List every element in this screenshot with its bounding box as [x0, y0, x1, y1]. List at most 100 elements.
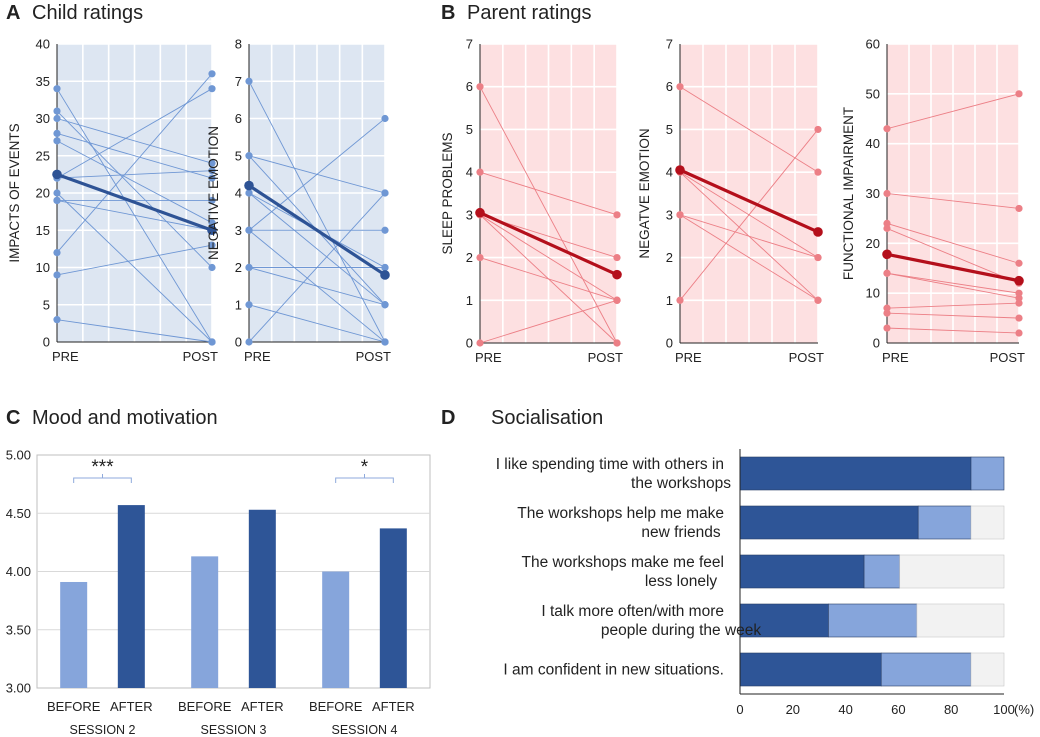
mean-line	[886, 252, 1020, 283]
bar-segment-light	[828, 603, 918, 638]
panel-b-letter: B	[441, 2, 455, 24]
y-tick-label: 7	[466, 37, 473, 52]
pre-point	[245, 263, 253, 272]
individual-line	[56, 319, 213, 343]
y-tick-label: 7	[666, 37, 673, 52]
pre-point	[53, 249, 61, 257]
y-tick-label: 5	[666, 122, 673, 137]
y-tick-label: 0	[873, 336, 880, 351]
individual-line	[886, 272, 1020, 294]
bar-segment-dark	[739, 505, 919, 540]
individual-line	[679, 129, 819, 301]
panel-c-letter: C	[6, 407, 20, 429]
pre-point	[476, 168, 484, 176]
post-point	[208, 70, 216, 78]
mean-pre-point	[882, 249, 892, 260]
bar-label-after: AFTER	[110, 699, 153, 714]
panel-a-title: Child ratings	[32, 2, 143, 24]
sleep-problems-chart: 0 1 2 3 4 5 6 7 PRE POST SLEEP PROBLEMS	[440, 37, 623, 366]
category-label-line: the workshops	[631, 475, 731, 492]
x-tick-label: 60	[891, 702, 905, 717]
category-label-line: less lonely	[645, 573, 718, 590]
bar-segment-dark	[739, 456, 972, 491]
post-point	[381, 226, 389, 234]
bar-after	[379, 528, 407, 688]
pre-point	[245, 77, 253, 85]
individual-line	[56, 118, 213, 164]
bar-before	[322, 571, 350, 688]
mean-pre-point	[244, 180, 254, 191]
y-tick-label: 0	[43, 335, 50, 350]
post-point	[613, 253, 621, 262]
impacts-of-events-chart: 0 5 10 15 20 25 30 35 40 PRE POST IMPACTS OF EVENTS	[7, 37, 218, 365]
mean-line	[679, 168, 819, 234]
session-label: SESSION 2	[70, 723, 136, 737]
individual-line	[248, 267, 386, 306]
post-point	[381, 301, 389, 309]
post-point	[1015, 289, 1023, 297]
y-tick-label: 40	[36, 37, 50, 52]
bar-label-after: AFTER	[241, 699, 284, 714]
individual-line	[886, 272, 1020, 299]
post-point	[208, 241, 216, 249]
y-tick-label: 3.00	[6, 681, 31, 696]
y-tick-label: 3	[466, 207, 473, 222]
post-point	[208, 196, 216, 205]
bar-label-before: BEFORE	[178, 699, 232, 714]
y-tick-label: 6	[235, 111, 242, 126]
individual-line	[479, 86, 618, 344]
individual-line	[479, 299, 618, 344]
x-tick-label: 20	[786, 702, 800, 717]
bar-segment-dark	[739, 652, 882, 687]
category-label-line: people during the week	[601, 622, 762, 639]
category-label-line: The workshops help me make	[517, 505, 724, 522]
post-point	[1015, 329, 1023, 337]
pre-point	[883, 304, 891, 312]
y-tick-label: 4	[666, 165, 673, 180]
individual-line	[479, 214, 618, 301]
pre-point	[245, 301, 253, 309]
y-axis-label: SLEEP PROBLEMS	[440, 132, 455, 254]
bar-label-before: BEFORE	[47, 699, 101, 714]
bar-segment-grey	[970, 505, 1005, 540]
y-tick-label: 4.00	[6, 564, 31, 579]
individual-line	[679, 214, 819, 259]
mean-pre-point	[52, 169, 62, 180]
bar-segment-grey	[916, 603, 1005, 638]
bar-segment-grey	[899, 554, 1005, 589]
panel-d-title: Socialisation	[491, 407, 603, 429]
y-tick-label: 3	[666, 207, 673, 222]
post-point	[1015, 294, 1023, 302]
pre-point	[245, 226, 253, 234]
individual-line	[886, 193, 1020, 209]
x-tick-label: POST	[789, 350, 824, 365]
post-point	[1015, 299, 1023, 307]
child-negative-emotion-chart: 0 1 2 3 4 5 6 7 8 PRE POST NEGATIVE EMOTION	[206, 37, 391, 365]
post-point	[1015, 204, 1023, 213]
functional-impairment-chart: 0 10 20 30 40 50 60 PRE POST FUNCTIONAL IMPAIRMEN…	[841, 37, 1025, 366]
pre-point	[53, 196, 61, 205]
individual-line	[886, 227, 1020, 284]
y-axis-label: FUNCTIONAL IMPAIRMENT	[841, 107, 856, 280]
y-tick-label: 35	[36, 74, 50, 89]
y-tick-label: 6	[666, 79, 673, 94]
y-tick-label: 1	[466, 293, 473, 308]
y-tick-label: 4.50	[6, 506, 31, 521]
mean-line	[56, 172, 213, 232]
individual-line	[56, 244, 213, 276]
bar-segment-dark	[739, 554, 865, 589]
individual-line	[479, 257, 618, 301]
x-tick-label: 100	[993, 702, 1015, 717]
pre-point	[883, 324, 891, 332]
individual-line	[56, 110, 213, 268]
panel-d-letter: D	[441, 407, 455, 429]
y-tick-label: 10	[36, 260, 50, 275]
individual-line	[56, 132, 213, 179]
panel-b-title: Parent ratings	[467, 2, 592, 24]
y-tick-label: 5.00	[6, 448, 31, 463]
pre-point	[53, 129, 61, 137]
mean-post-point	[1014, 275, 1024, 286]
post-point	[208, 159, 216, 167]
y-tick-label: 7	[235, 74, 242, 89]
